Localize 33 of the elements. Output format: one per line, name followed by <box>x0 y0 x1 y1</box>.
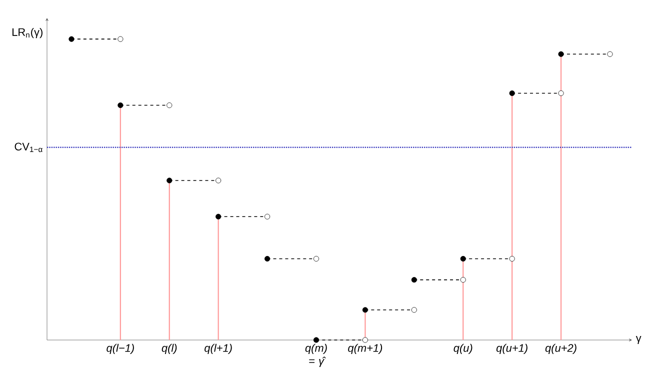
x-tick-label: q(u+2) <box>545 344 576 354</box>
point <box>509 256 515 262</box>
x-tick-label: q(u) <box>454 344 472 354</box>
ref-line-label: CV$_{1−α}$ <box>14 142 42 152</box>
point <box>411 307 417 313</box>
point <box>509 90 515 96</box>
point <box>264 214 270 220</box>
point <box>558 90 564 96</box>
x-tick-label: q(l−1) <box>106 344 134 354</box>
x-tick-label: q(l) <box>162 344 177 354</box>
point <box>68 36 74 42</box>
x-tick-label: q(m+1) <box>348 344 382 354</box>
point <box>166 102 172 108</box>
x-axis-title: γ <box>636 336 642 344</box>
point <box>166 178 172 184</box>
x-tick-label: q(u+1) <box>496 344 528 354</box>
point <box>607 51 613 57</box>
point <box>362 337 368 343</box>
point <box>264 256 270 262</box>
point <box>118 102 124 108</box>
y-axis-title: LR$_{n}$(γ) <box>12 28 42 38</box>
point <box>118 36 124 42</box>
point <box>216 178 222 184</box>
x-tick-label: q(l+1) <box>204 344 232 354</box>
point <box>558 51 564 57</box>
point <box>216 214 222 220</box>
x-tick-label: q(m) = γ̂ <box>305 344 327 368</box>
point <box>313 256 320 262</box>
point <box>313 337 320 343</box>
point <box>460 277 466 283</box>
point <box>460 256 466 262</box>
point <box>362 307 368 313</box>
point <box>411 277 417 283</box>
